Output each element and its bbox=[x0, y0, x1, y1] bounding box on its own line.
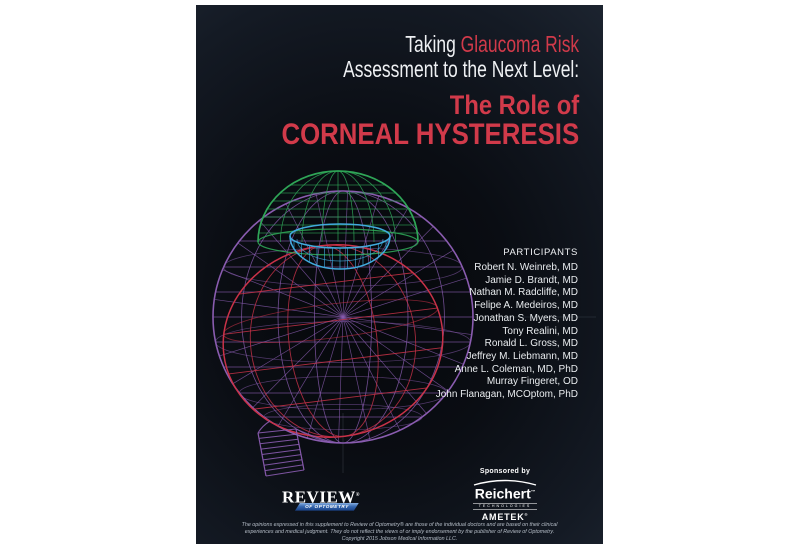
optic-nerve bbox=[257, 420, 337, 477]
review-of-optometry-logo: REVIEW® OF OPTOMETRY bbox=[281, 488, 361, 511]
disclaimer-line: Copyright 2015 Jobson Medical Informatio… bbox=[341, 536, 458, 543]
supplement-cover: Taking Glaucoma Risk Assessment to the N… bbox=[196, 5, 603, 544]
participant-name: Tony Realini, MD bbox=[502, 325, 578, 337]
sclera-globe bbox=[212, 190, 474, 444]
participant-name: Nathan M. Radcliffe, MD bbox=[469, 287, 578, 299]
participant-name: Ronald L. Gross, MD bbox=[484, 338, 578, 350]
title-line-3: The Role of bbox=[449, 90, 579, 120]
participants-heading: PARTICIPANTS bbox=[503, 247, 578, 258]
registered-symbol: ® bbox=[355, 493, 361, 498]
trademark-symbol: ™ bbox=[530, 489, 536, 494]
reichert-technologies-label: TECHNOLOGIES bbox=[473, 502, 537, 510]
lens-bowl bbox=[289, 223, 391, 270]
of-optometry-label: OF OPTOMETRY bbox=[305, 503, 349, 509]
ametek-logo: AMETEK® bbox=[481, 511, 529, 522]
reichert-brand-name: Reichert™ bbox=[474, 485, 536, 502]
title-line-2: Assessment to the Next Level: bbox=[342, 56, 579, 82]
participant-name: Murray Fingeret, OD bbox=[486, 376, 578, 388]
participant-name: Jeffrey M. Liebmann, MD bbox=[466, 350, 578, 362]
registered-symbol: ® bbox=[524, 511, 529, 517]
reichert-arc-icon bbox=[473, 479, 537, 486]
disclaimer-text: The opinions expressed in this supplemen… bbox=[212, 522, 586, 543]
participant-names: Robert N. Weinreb, MD Jamie D. Brandt, MD… bbox=[436, 262, 578, 402]
disclaimer-line: experiences and medical judgment. They d… bbox=[244, 529, 555, 536]
review-wordmark: REVIEW® bbox=[281, 487, 361, 507]
cornea-dome bbox=[257, 170, 419, 256]
participant-name: Felipe A. Medeiros, MD bbox=[474, 300, 578, 312]
title-line-1: Taking Glaucoma Risk bbox=[316, 32, 579, 57]
participant-name: Anne L. Coleman, MD, PhD bbox=[454, 363, 578, 375]
sponsor-block: Sponsored by Reichert™ TECHNOLOGIES AMET… bbox=[459, 468, 551, 522]
participant-name: John Flanagan, MCOptom, PhD bbox=[435, 389, 578, 401]
cover-title: Taking Glaucoma Risk Assessment to the N… bbox=[233, 32, 579, 151]
disclaimer-line: The opinions expressed in this supplemen… bbox=[241, 522, 558, 528]
sponsored-by-label: Sponsored by bbox=[479, 468, 531, 475]
participant-name: Robert N. Weinreb, MD bbox=[474, 262, 578, 273]
review-blue-ribbon: OF OPTOMETRY bbox=[295, 502, 359, 511]
participant-name: Jonathan S. Myers, MD bbox=[473, 312, 578, 324]
retina-sphere bbox=[222, 244, 444, 438]
title-line1-white: Taking bbox=[405, 31, 461, 57]
participants-list: PARTICIPANTS Robert N. Weinreb, MD Jamie … bbox=[436, 247, 578, 402]
title-line1-red: Glaucoma Risk bbox=[460, 31, 579, 57]
reichert-logo: Reichert™ TECHNOLOGIES AMETEK® bbox=[459, 478, 551, 522]
title-line-4: CORNEAL HYSTERESIS bbox=[281, 118, 579, 151]
participant-name: Jamie D. Brandt, MD bbox=[485, 274, 578, 286]
